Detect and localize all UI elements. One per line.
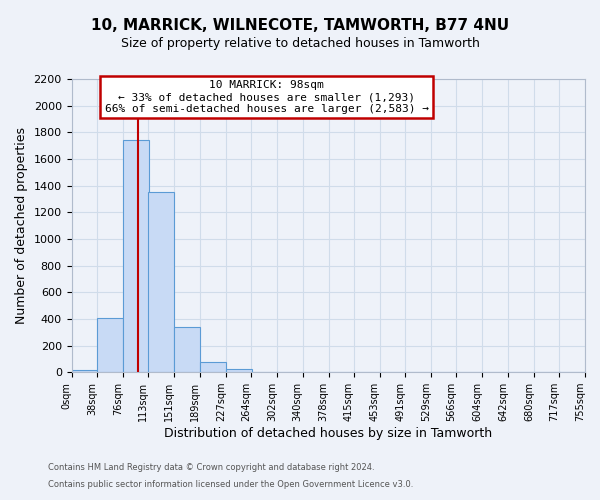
Text: 10 MARRICK: 98sqm
← 33% of detached houses are smaller (1,293)
66% of semi-detac: 10 MARRICK: 98sqm ← 33% of detached hous…: [104, 80, 428, 114]
Bar: [226, 369, 252, 372]
Bar: [71, 370, 97, 372]
Text: Contains HM Land Registry data © Crown copyright and database right 2024.: Contains HM Land Registry data © Crown c…: [48, 464, 374, 472]
Y-axis label: Number of detached properties: Number of detached properties: [15, 127, 28, 324]
Bar: [200, 362, 226, 372]
Bar: [148, 192, 174, 372]
X-axis label: Distribution of detached houses by size in Tamworth: Distribution of detached houses by size …: [164, 427, 493, 440]
Bar: [97, 318, 123, 372]
Bar: [123, 140, 149, 372]
Text: Size of property relative to detached houses in Tamworth: Size of property relative to detached ho…: [121, 38, 479, 51]
Text: 10, MARRICK, WILNECOTE, TAMWORTH, B77 4NU: 10, MARRICK, WILNECOTE, TAMWORTH, B77 4N…: [91, 18, 509, 32]
Text: Contains public sector information licensed under the Open Government Licence v3: Contains public sector information licen…: [48, 480, 413, 489]
Bar: [174, 327, 200, 372]
